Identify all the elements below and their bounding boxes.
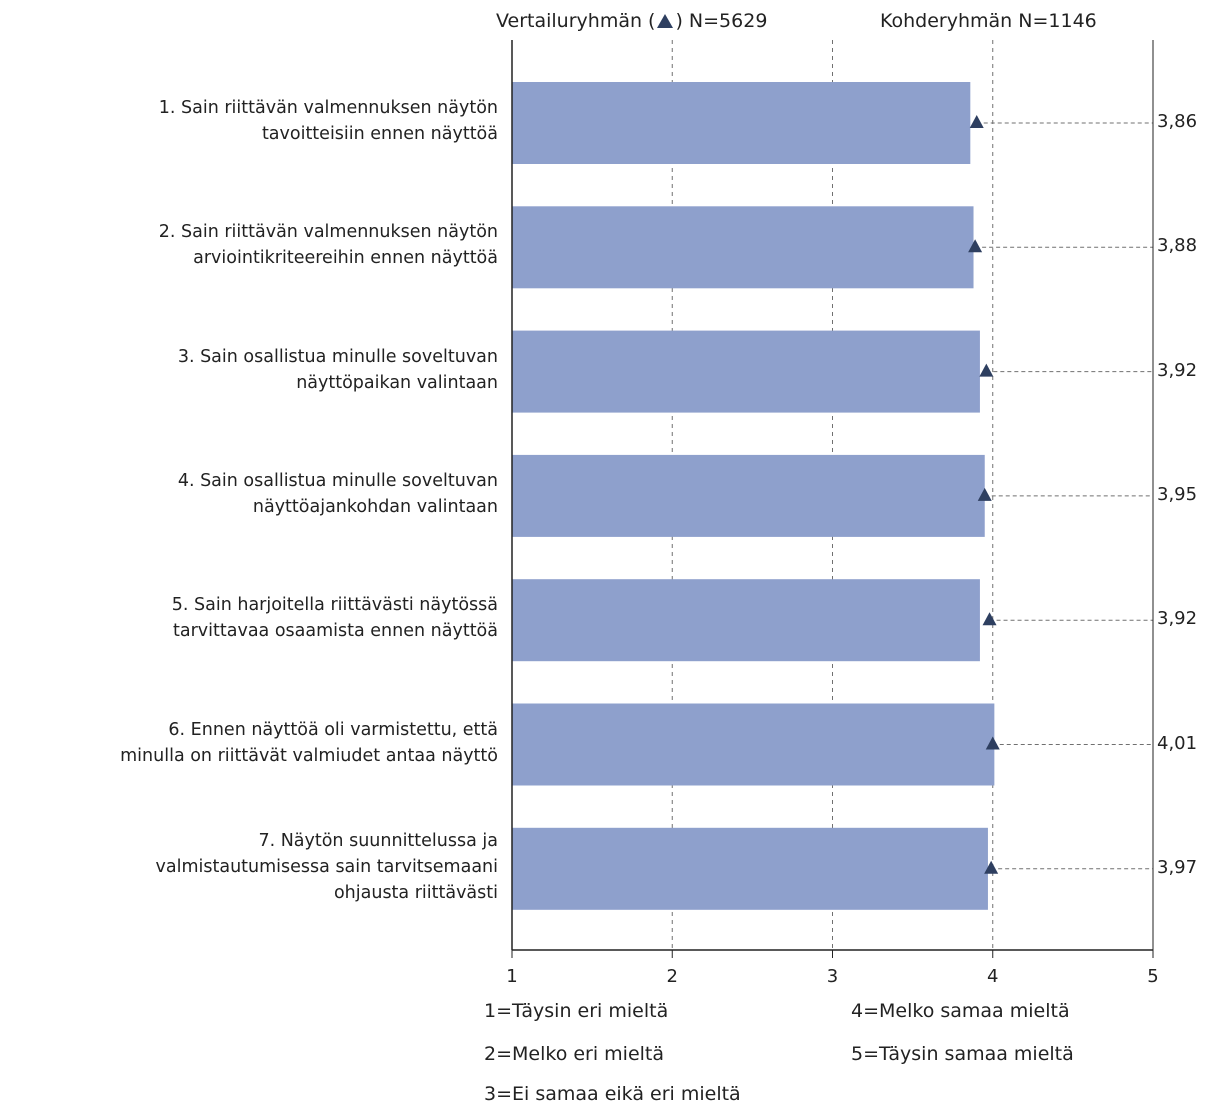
x-tick-label: 4 (987, 966, 998, 987)
category-label-line: 6. Ennen näyttöä oli varmistettu, että (168, 719, 498, 740)
category-label-line: 3. Sain osallistua minulle soveltuvan (177, 346, 498, 367)
category-label-line: 1. Sain riittävän valmennuksen näytön (158, 98, 498, 118)
bar (512, 579, 980, 662)
comparison-marker (977, 487, 992, 501)
bar (512, 82, 971, 164)
comparison-marker (979, 363, 994, 377)
comparison-header-prefix: Vertailuryhmän ( (496, 10, 656, 32)
comparison-marker (968, 239, 983, 253)
comparison-header-suffix: ) N=5629 (675, 10, 768, 32)
bar (512, 330, 980, 413)
legend-item-4: 4=Melko samaa mieltä (851, 1000, 1070, 1022)
legend-item-3: 3=Ei samaa eikä eri mieltä (484, 1083, 741, 1105)
x-tick-label: 3 (827, 966, 838, 987)
bar (512, 827, 988, 910)
category-label-line: näyttöpaikan valintaan (296, 372, 498, 393)
bar (512, 206, 974, 289)
x-tick-label: 1 (506, 966, 517, 987)
category-label-line: valmistautumisessa sain tarvitsemaani (155, 856, 498, 877)
value-label: 3,88 (1157, 235, 1198, 257)
legend-item-2: 2=Melko eri mieltä (484, 1043, 665, 1065)
bar (512, 454, 985, 537)
value-label: 3,92 (1157, 608, 1198, 630)
x-tick-label: 5 (1147, 966, 1158, 987)
value-label: 4,01 (1157, 732, 1198, 754)
target-group-header: Kohderyhmän N=1146 (880, 10, 1097, 32)
comparison-marker (982, 612, 997, 626)
value-label: 3,95 (1157, 483, 1198, 505)
value-label: 3,86 (1157, 111, 1198, 132)
category-label-line: minulla on riittävät valmiudet antaa näy… (120, 745, 498, 766)
category-label: 2. Sain riittävän valmennuksen näytön arv… (159, 219, 498, 271)
category-label: 1. Sain riittävän valmennuksen näytön tav… (159, 95, 498, 147)
bar (512, 703, 995, 786)
category-label-line: 5. Sain harjoitella riittävästi näytössä (171, 595, 498, 616)
comparison-marker (985, 736, 1000, 750)
category-label-line: 2. Sain riittävän valmennuksen näytön (158, 222, 498, 243)
comparison-marker (984, 860, 999, 874)
comparison-marker (969, 115, 984, 128)
comparison-group-header: Vertailuryhmän ( ) N=5629 (496, 10, 767, 32)
category-label-line: ohjausta riittävästi (333, 882, 498, 903)
category-label: 3. Sain osallistua minulle soveltuvan näy… (178, 344, 498, 396)
category-label-line: tarvittavaa osaamista ennen näyttöä (173, 621, 498, 642)
category-label-line: 4. Sain osallistua minulle soveltuvan (177, 470, 498, 491)
comparison-marker-icon (657, 14, 674, 28)
category-label-line: arviointikriteereihin ennen näyttöä (193, 248, 498, 269)
value-label: 3,92 (1157, 359, 1198, 381)
x-tick-label: 2 (667, 966, 678, 987)
category-label-line: tavoitteisiin ennen näyttöä (261, 124, 498, 144)
category-label: 7. Näytön suunnittelussa ja valmistautumi… (156, 828, 498, 906)
legend-item-5: 5=Täysin samaa mieltä (851, 1043, 1074, 1065)
category-label-line: 7. Näytön suunnittelussa ja (258, 830, 498, 851)
category-label: 4. Sain osallistua minulle soveltuvan näy… (178, 468, 498, 520)
value-label: 3,97 (1157, 856, 1198, 878)
legend-item-1: 1=Täysin eri mieltä (484, 1000, 669, 1022)
category-label: 5. Sain harjoitella riittävästi näytössä… (172, 592, 498, 644)
category-label: 6. Ennen näyttöä oli varmistettu, että mi… (120, 717, 498, 769)
category-label-line: näyttöajankohdan valintaan (252, 496, 498, 517)
